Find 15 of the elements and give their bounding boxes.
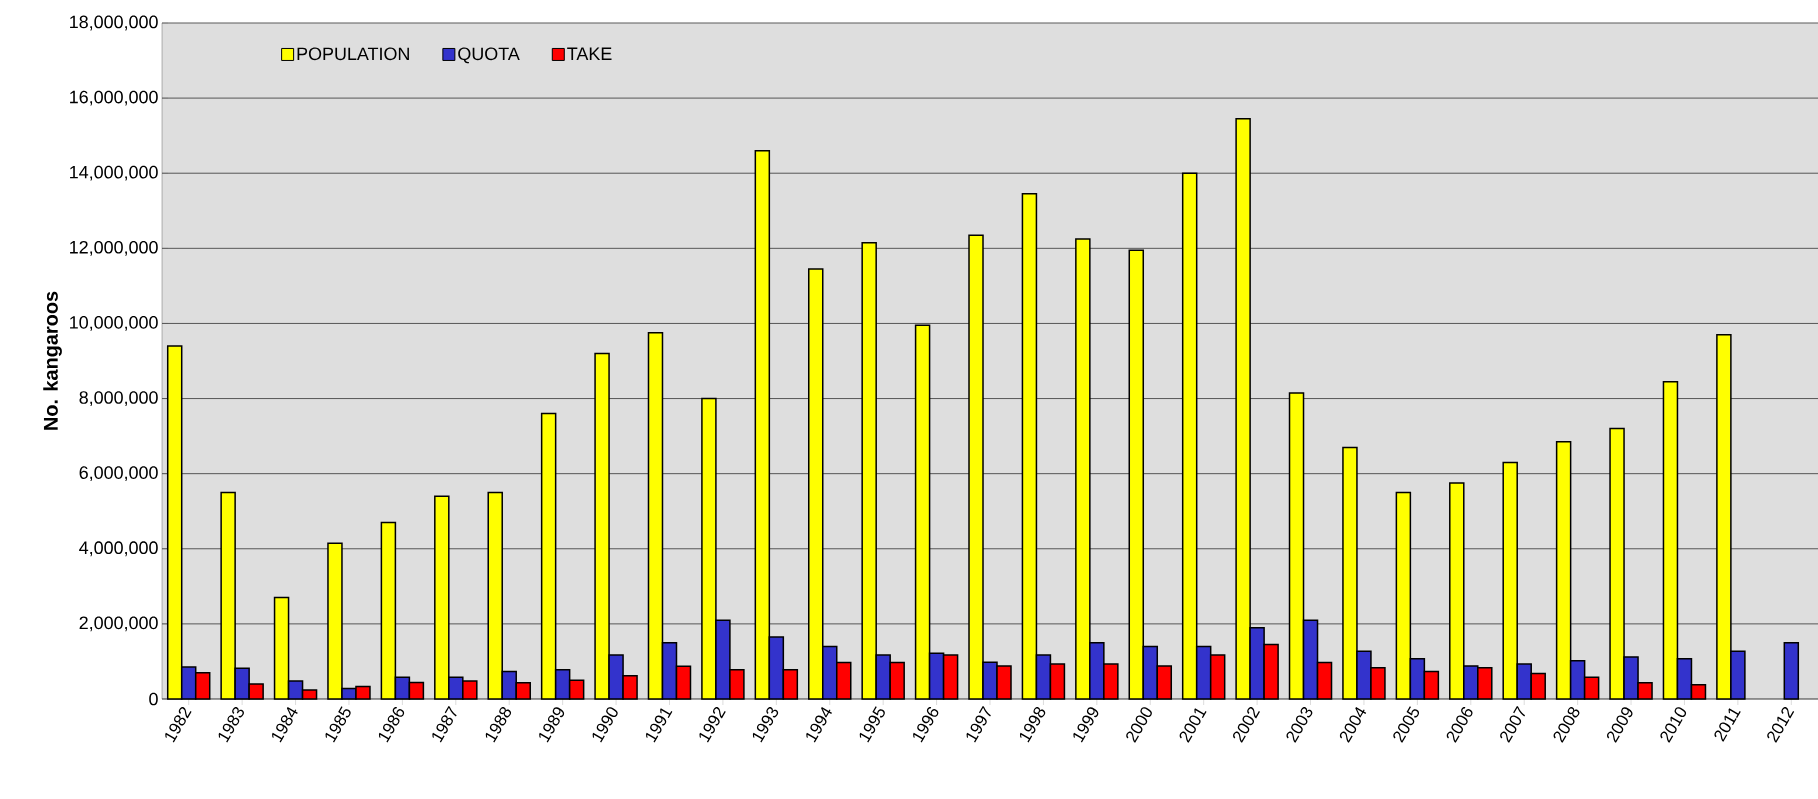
y-tick-label: 14,000,000	[70, 165, 158, 181]
y-tick-label: 12,000,000	[70, 240, 158, 256]
y-tick-label: 16,000,000	[70, 90, 158, 106]
y-tick-label: 18,000,000	[70, 15, 158, 31]
y-tick-label: 0	[149, 692, 158, 706]
legend-label: QUOTA	[458, 47, 520, 64]
legend-label: POPULATION	[297, 47, 409, 61]
y-axis-title: No. kangaroos	[43, 291, 62, 430]
y-tick-label: 4,000,000	[79, 541, 158, 557]
y-tick-label: 6,000,000	[79, 466, 158, 482]
y-tick-label: 8,000,000	[79, 391, 158, 406]
legend-label: TAKE	[567, 47, 612, 60]
y-tick-label: 10,000,000	[70, 316, 158, 331]
y-tick-label: 2,000,000	[79, 616, 158, 632]
bar	[1783, 641, 1800, 700]
